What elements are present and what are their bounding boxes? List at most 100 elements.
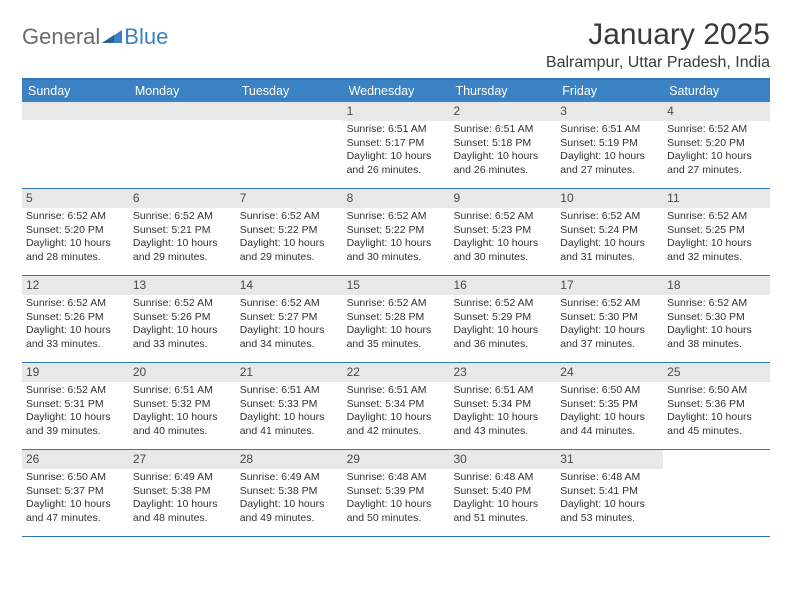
day-number: 4 [663,102,770,121]
day-number: 29 [343,450,450,469]
location: Balrampur, Uttar Pradesh, India [546,54,770,72]
day-body: Sunrise: 6:50 AMSunset: 5:35 PMDaylight:… [556,384,663,442]
day-cell: 19Sunrise: 6:52 AMSunset: 5:31 PMDayligh… [22,363,129,449]
sunset-line: Sunset: 5:36 PM [667,398,766,411]
day-cell: 27Sunrise: 6:49 AMSunset: 5:38 PMDayligh… [129,450,236,536]
day-cell: 15 Sunrise: 6:52 AMSunset: 5:28 PMDayligh… [343,276,450,362]
sunrise-line: Sunrise: 6:52 AM [667,297,766,310]
sunset-line: Sunset: 5:20 PM [26,224,125,237]
daylight-line: Daylight: 10 hours and 32 minutes. [667,237,766,264]
weeks-container: 1Sunrise: 6:51 AMSunset: 5:17 PMDaylight… [22,102,770,537]
sunrise-line: Sunrise: 6:48 AM [347,471,446,484]
sunrise-line: Sunrise: 6:52 AM [240,210,339,223]
day-body: Sunrise: 6:48 AMSunset: 5:39 PMDaylight:… [343,471,450,529]
day-body: Sunrise: 6:51 AMSunset: 5:32 PMDaylight:… [129,384,236,442]
sunset-line: Sunset: 5:30 PM [667,311,766,324]
day-number-empty [129,102,236,120]
day-cell: 18Sunrise: 6:52 AMSunset: 5:30 PMDayligh… [663,276,770,362]
daylight-line: Daylight: 10 hours and 26 minutes. [453,150,552,177]
daylight-line: Daylight: 10 hours and 45 minutes. [667,411,766,438]
day-body: Sunrise: 6:51 AMSunset: 5:33 PMDaylight:… [236,384,343,442]
title-block: January 2025 Balrampur, Uttar Pradesh, I… [546,18,770,72]
daylight-line: Daylight: 10 hours and 48 minutes. [133,498,232,525]
sunset-line: Sunset: 5:22 PM [240,224,339,237]
daylight-line: Daylight: 10 hours and 35 minutes. [347,324,446,351]
sunrise-line: Sunrise: 6:48 AM [453,471,552,484]
weekday-sunday: Sunday [22,80,129,102]
sunset-line: Sunset: 5:32 PM [133,398,232,411]
daylight-line: Daylight: 10 hours and 33 minutes. [133,324,232,351]
week-row: 19Sunrise: 6:52 AMSunset: 5:31 PMDayligh… [22,363,770,450]
daylight-line: Daylight: 10 hours and 44 minutes. [560,411,659,438]
day-cell-empty [236,102,343,188]
day-cell: 11Sunrise: 6:52 AMSunset: 5:25 PMDayligh… [663,189,770,275]
weekday-friday: Friday [556,80,663,102]
daylight-line: Daylight: 10 hours and 33 minutes. [26,324,125,351]
daylight-line: Daylight: 10 hours and 49 minutes. [240,498,339,525]
sunrise-line: Sunrise: 6:51 AM [347,384,446,397]
day-body: Sunrise: 6:52 AMSunset: 5:26 PMDaylight:… [22,297,129,355]
sunset-line: Sunset: 5:38 PM [133,485,232,498]
day-body: Sunrise: 6:50 AMSunset: 5:37 PMDaylight:… [22,471,129,529]
page: General Blue January 2025 Balrampur, Utt… [0,0,792,547]
day-number: 1 [343,102,450,121]
day-body: Sunrise: 6:48 AMSunset: 5:41 PMDaylight:… [556,471,663,529]
day-body: Sunrise: 6:51 AMSunset: 5:19 PMDaylight:… [556,123,663,181]
day-number: 8 [343,189,450,208]
day-body: Sunrise: 6:52 AMSunset: 5:20 PMDaylight:… [663,123,770,181]
daylight-line: Daylight: 10 hours and 40 minutes. [133,411,232,438]
sunset-line: Sunset: 5:37 PM [26,485,125,498]
day-cell: 13Sunrise: 6:52 AMSunset: 5:26 PMDayligh… [129,276,236,362]
day-number: 20 [129,363,236,382]
sunset-line: Sunset: 5:35 PM [560,398,659,411]
day-cell: 21 Sunrise: 6:51 AMSunset: 5:33 PMDayligh… [236,363,343,449]
daylight-line: Daylight: 10 hours and 42 minutes. [347,411,446,438]
daylight-line: Daylight: 10 hours and 53 minutes. [560,498,659,525]
sunset-line: Sunset: 5:26 PM [133,311,232,324]
day-cell-empty [663,450,770,536]
day-body: Sunrise: 6:52 AMSunset: 5:21 PMDaylight:… [129,210,236,268]
sunset-line: Sunset: 5:41 PM [560,485,659,498]
sunrise-line: Sunrise: 6:48 AM [560,471,659,484]
day-cell: 12 Sunrise: 6:52 AMSunset: 5:26 PMDayligh… [22,276,129,362]
daylight-line: Daylight: 10 hours and 28 minutes. [26,237,125,264]
day-number: 21 [236,363,343,382]
weekday-row: SundayMondayTuesdayWednesdayThursdayFrid… [22,80,770,102]
day-body: Sunrise: 6:52 AMSunset: 5:24 PMDaylight:… [556,210,663,268]
daylight-line: Daylight: 10 hours and 37 minutes. [560,324,659,351]
day-number: 3 [556,102,663,121]
sunset-line: Sunset: 5:24 PM [560,224,659,237]
day-number: 24 [556,363,663,382]
sunrise-line: Sunrise: 6:52 AM [347,297,446,310]
daylight-line: Daylight: 10 hours and 39 minutes. [26,411,125,438]
weekday-thursday: Thursday [449,80,556,102]
day-number: 5 [22,189,129,208]
sunrise-line: Sunrise: 6:50 AM [560,384,659,397]
day-number-empty [663,450,770,468]
daylight-line: Daylight: 10 hours and 30 minutes. [347,237,446,264]
day-cell: 10Sunrise: 6:52 AMSunset: 5:24 PMDayligh… [556,189,663,275]
day-body: Sunrise: 6:52 AMSunset: 5:28 PMDaylight:… [343,297,450,355]
sunset-line: Sunset: 5:20 PM [667,137,766,150]
day-number: 14 [236,276,343,295]
day-number: 15 [343,276,450,295]
daylight-line: Daylight: 10 hours and 26 minutes. [347,150,446,177]
sunset-line: Sunset: 5:23 PM [453,224,552,237]
week-row: 26Sunrise: 6:50 AMSunset: 5:37 PMDayligh… [22,450,770,537]
daylight-line: Daylight: 10 hours and 47 minutes. [26,498,125,525]
day-cell: 22Sunrise: 6:51 AMSunset: 5:34 PMDayligh… [343,363,450,449]
sunrise-line: Sunrise: 6:52 AM [26,384,125,397]
week-row: 12Sunrise: 6:52 AMSunset: 5:26 PMDayligh… [22,276,770,363]
day-body: Sunrise: 6:52 AMSunset: 5:30 PMDaylight:… [663,297,770,355]
day-cell-empty [22,102,129,188]
sunset-line: Sunset: 5:38 PM [240,485,339,498]
day-body: Sunrise: 6:51 AMSunset: 5:34 PMDaylight:… [343,384,450,442]
day-number: 12 [22,276,129,295]
sunset-line: Sunset: 5:33 PM [240,398,339,411]
header-row: General Blue January 2025 Balrampur, Utt… [22,18,770,72]
day-cell: 3 Sunrise: 6:51 AMSunset: 5:19 PMDaylight… [556,102,663,188]
sunrise-line: Sunrise: 6:52 AM [133,210,232,223]
daylight-line: Daylight: 10 hours and 30 minutes. [453,237,552,264]
day-number: 2 [449,102,556,121]
daylight-line: Daylight: 10 hours and 51 minutes. [453,498,552,525]
